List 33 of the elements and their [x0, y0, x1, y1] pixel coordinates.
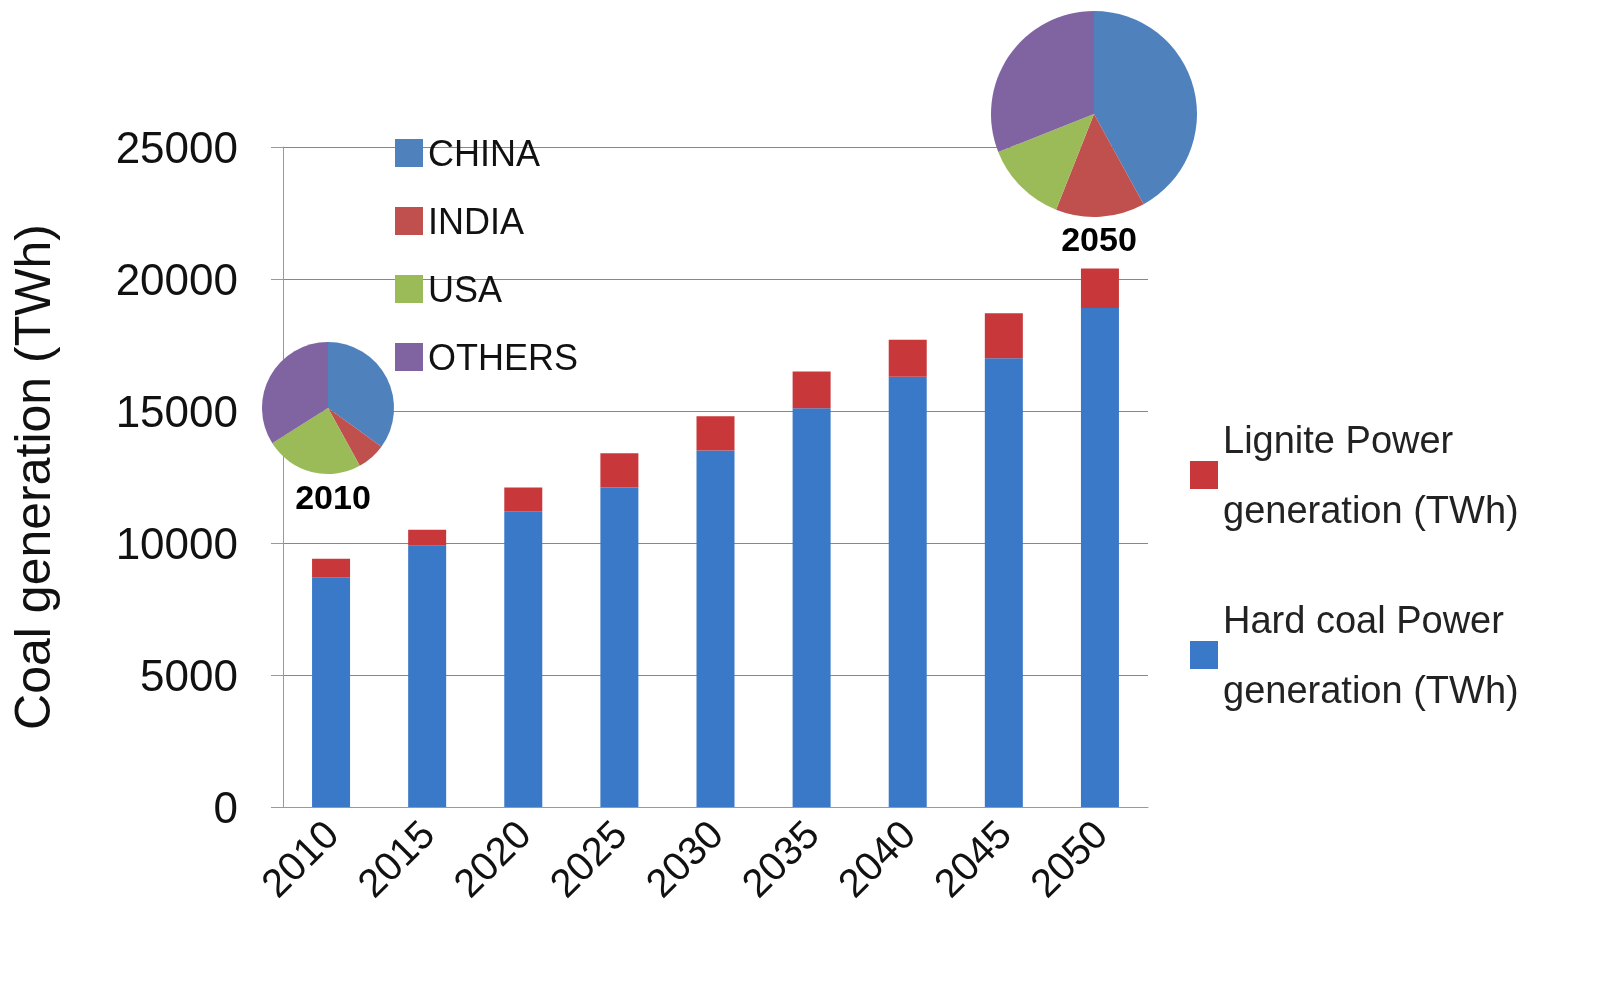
bar	[600, 453, 639, 488]
bar	[1080, 268, 1119, 309]
bar	[408, 529, 447, 546]
bar	[888, 339, 927, 377]
legend-label: Hard coal Power generation (TWh)	[1223, 599, 1519, 711]
bar	[504, 511, 543, 807]
y-tick-label: 10000	[115, 518, 238, 568]
bar	[984, 358, 1023, 807]
y-tick-label: 25000	[115, 122, 238, 172]
bar	[504, 487, 543, 512]
text: 2050	[1061, 220, 1137, 258]
y-tick-label: 15000	[115, 386, 238, 436]
bar	[792, 408, 831, 807]
legend-label: INDIA	[428, 200, 525, 242]
bar	[312, 558, 351, 578]
bar	[984, 313, 1023, 359]
bar	[600, 487, 639, 807]
legend-label: CHINA	[428, 132, 541, 174]
bar	[696, 450, 735, 807]
bar	[792, 371, 831, 409]
bar	[1080, 308, 1119, 807]
legend-label: OTHERS	[428, 336, 579, 378]
y-axis-title: Coal generation (TWh)	[5, 224, 61, 730]
y-tick-label: 0	[213, 782, 238, 832]
bar	[312, 577, 351, 807]
text: 2010	[295, 478, 371, 516]
y-tick-label: 5000	[140, 650, 238, 700]
y-tick-label: 20000	[115, 254, 238, 304]
bar	[408, 545, 447, 807]
legend-label: Lignite Power generation (TWh)	[1223, 419, 1519, 531]
bar	[888, 376, 927, 807]
bar	[696, 416, 735, 451]
legend-label: USA	[428, 268, 503, 310]
